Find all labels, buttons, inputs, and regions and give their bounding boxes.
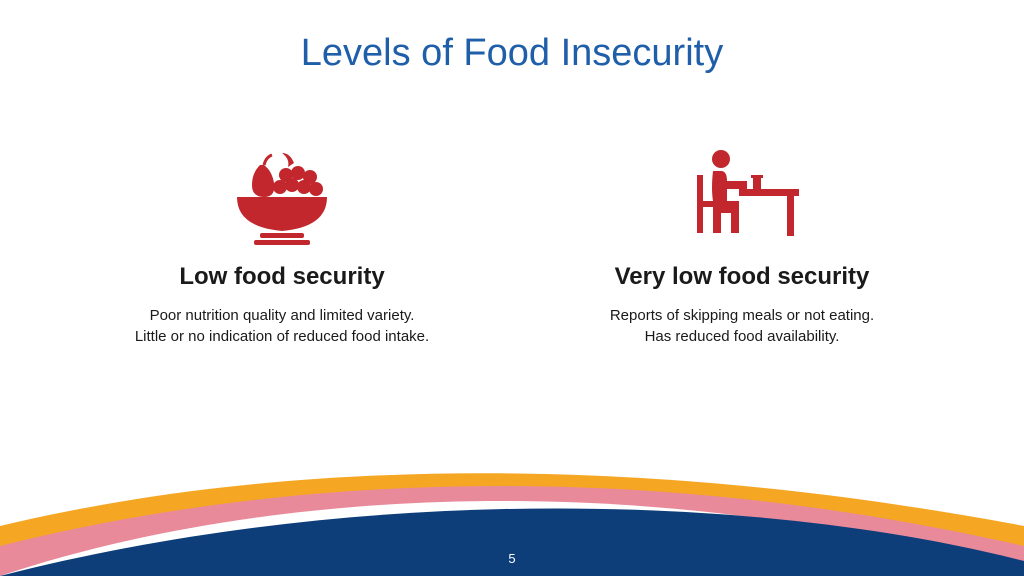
column-right: Very low food security Reports of skippi… (552, 135, 932, 347)
left-heading: Low food security (179, 263, 384, 291)
right-line1: Reports of skipping meals or not eating. (610, 307, 874, 324)
slide: Levels of Food Insecurity (0, 0, 1024, 576)
column-left: Low food security Poor nutrition quality… (92, 135, 472, 347)
content-columns: Low food security Poor nutrition quality… (0, 135, 1024, 347)
left-description: Poor nutrition quality and limited varie… (135, 305, 429, 347)
fruit-bowl-icon (222, 135, 342, 245)
right-line2: Has reduced food availability. (645, 328, 840, 345)
left-line1: Poor nutrition quality and limited varie… (150, 307, 415, 324)
slide-title: Levels of Food Insecurity (0, 32, 1024, 75)
right-description: Reports of skipping meals or not eating.… (610, 305, 874, 347)
page-number: 5 (0, 551, 1024, 566)
right-heading: Very low food security (615, 263, 870, 291)
left-line2: Little or no indication of reduced food … (135, 328, 429, 345)
person-at-table-icon (677, 135, 807, 245)
